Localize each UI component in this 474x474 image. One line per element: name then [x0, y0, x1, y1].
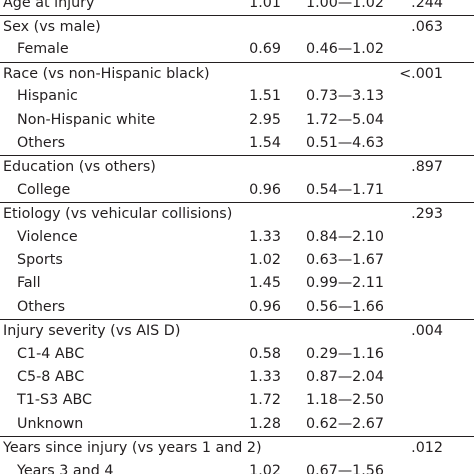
- odds-ratio-cell: 1.02: [249, 462, 281, 474]
- confidence-interval-cell: 0.54—1.71: [306, 181, 384, 198]
- variable-label: Sex (vs male): [3, 18, 101, 35]
- variable-label: T1-S3 ABC: [17, 392, 93, 409]
- odds-ratio-cell: 0.96: [249, 181, 281, 198]
- table-group-row: Age at injury 1.01 1.00—1.02 .244: [0, 0, 474, 15]
- confidence-interval-cell: 0.56—1.66: [306, 298, 384, 315]
- odds-ratio-cell: 1.45: [249, 275, 281, 292]
- variable-label: Violence: [17, 228, 78, 245]
- confidence-interval-cell: 1.72—5.04: [306, 111, 384, 128]
- p-value-cell: .004: [411, 323, 443, 340]
- odds-ratio-cell: 0.96: [249, 298, 281, 315]
- confidence-interval-cell: 0.29—1.16: [306, 345, 384, 362]
- confidence-interval-cell: 0.84—2.10: [306, 228, 384, 245]
- table-row: T1-S3 ABC 1.72 1.18—2.50: [0, 389, 474, 412]
- table-row: C1-4 ABC 0.58 0.29—1.16: [0, 343, 474, 366]
- table-row: Female 0.69 0.46—1.02: [0, 38, 474, 61]
- variable-label: Fall: [17, 275, 41, 292]
- variable-label: C5-8 ABC: [17, 368, 85, 385]
- table-group-row: Years since injury (vs years 1 and 2) .01…: [0, 436, 474, 459]
- variable-label: Others: [17, 134, 66, 151]
- table-row: Hispanic 1.51 0.73—3.13: [0, 85, 474, 108]
- confidence-interval-cell: 1.00—1.02: [306, 0, 384, 11]
- odds-ratio-cell: 1.54: [249, 134, 281, 151]
- confidence-interval-cell: 0.62—2.67: [306, 415, 384, 432]
- table-group-row: Education (vs others) .897: [0, 155, 474, 178]
- variable-label: Non-Hispanic white: [17, 111, 156, 128]
- variable-label: Education (vs others): [3, 159, 156, 176]
- variable-label: Female: [17, 41, 69, 58]
- odds-ratio-cell: 1.01: [249, 0, 281, 11]
- variable-label: Unknown: [17, 415, 84, 432]
- variable-label: College: [17, 181, 71, 198]
- odds-ratio-cell: 2.95: [249, 111, 281, 128]
- variable-label: Years since injury (vs years 1 and 2): [3, 440, 262, 457]
- table-row: Violence 1.33 0.84—2.10: [0, 226, 474, 249]
- odds-ratio-cell: 1.51: [249, 88, 281, 105]
- variable-label: Hispanic: [17, 88, 78, 105]
- variable-label: Age at injury: [3, 0, 95, 11]
- p-value-cell: .012: [411, 440, 443, 457]
- confidence-interval-cell: 0.67—1.56: [306, 462, 384, 474]
- p-value-cell: .897: [411, 159, 443, 176]
- odds-ratio-cell: 0.69: [249, 41, 281, 58]
- table-row: Unknown 1.28 0.62—2.67: [0, 413, 474, 436]
- p-value-cell: .063: [411, 18, 443, 35]
- confidence-interval-cell: 0.63—1.67: [306, 251, 384, 268]
- variable-label: Others: [17, 298, 66, 315]
- table-row: Sports 1.02 0.63—1.67: [0, 249, 474, 272]
- variable-label: Injury severity (vs AIS D): [3, 323, 181, 340]
- table-row: College 0.96 0.54—1.71: [0, 179, 474, 202]
- table-row: Years 3 and 4 1.02 0.67—1.56: [0, 460, 474, 474]
- table-group-row: Etiology (vs vehicular collisions) .293: [0, 202, 474, 225]
- table-row: Others 1.54 0.51—4.63: [0, 132, 474, 155]
- confidence-interval-cell: 0.46—1.02: [306, 41, 384, 58]
- variable-label: Race (vs non-Hispanic black): [3, 65, 210, 82]
- confidence-interval-cell: 0.99—2.11: [306, 275, 384, 292]
- odds-ratio-cell: 0.58: [249, 345, 281, 362]
- confidence-interval-cell: 0.73—3.13: [306, 88, 384, 105]
- table-row: Others 0.96 0.56—1.66: [0, 296, 474, 319]
- odds-ratio-cell: 1.28: [249, 415, 281, 432]
- confidence-interval-cell: 1.18—2.50: [306, 392, 384, 409]
- odds-ratio-cell: 1.72: [249, 392, 281, 409]
- p-value-cell: <.001: [399, 65, 443, 82]
- variable-label: Sports: [17, 251, 63, 268]
- table-group-row: Sex (vs male) .063: [0, 14, 474, 38]
- variable-label: C1-4 ABC: [17, 345, 85, 362]
- confidence-interval-cell: 0.51—4.63: [306, 134, 384, 151]
- p-value-cell: .293: [411, 206, 443, 223]
- table-row: C5-8 ABC 1.33 0.87—2.04: [0, 366, 474, 389]
- table-group-row: Race (vs non-Hispanic black) <.001: [0, 61, 474, 85]
- p-value-cell: .244: [411, 0, 443, 11]
- variable-label: Etiology (vs vehicular collisions): [3, 206, 233, 223]
- odds-ratio-cell: 1.02: [249, 251, 281, 268]
- table-row: Non-Hispanic white 2.95 1.72—5.04: [0, 109, 474, 132]
- variable-label: Years 3 and 4: [17, 462, 114, 474]
- odds-ratio-cell: 1.33: [249, 228, 281, 245]
- odds-ratio-cell: 1.33: [249, 368, 281, 385]
- confidence-interval-cell: 0.87—2.04: [306, 368, 384, 385]
- table-row: Fall 1.45 0.99—2.11: [0, 272, 474, 295]
- table-group-row: Injury severity (vs AIS D) .004: [0, 319, 474, 342]
